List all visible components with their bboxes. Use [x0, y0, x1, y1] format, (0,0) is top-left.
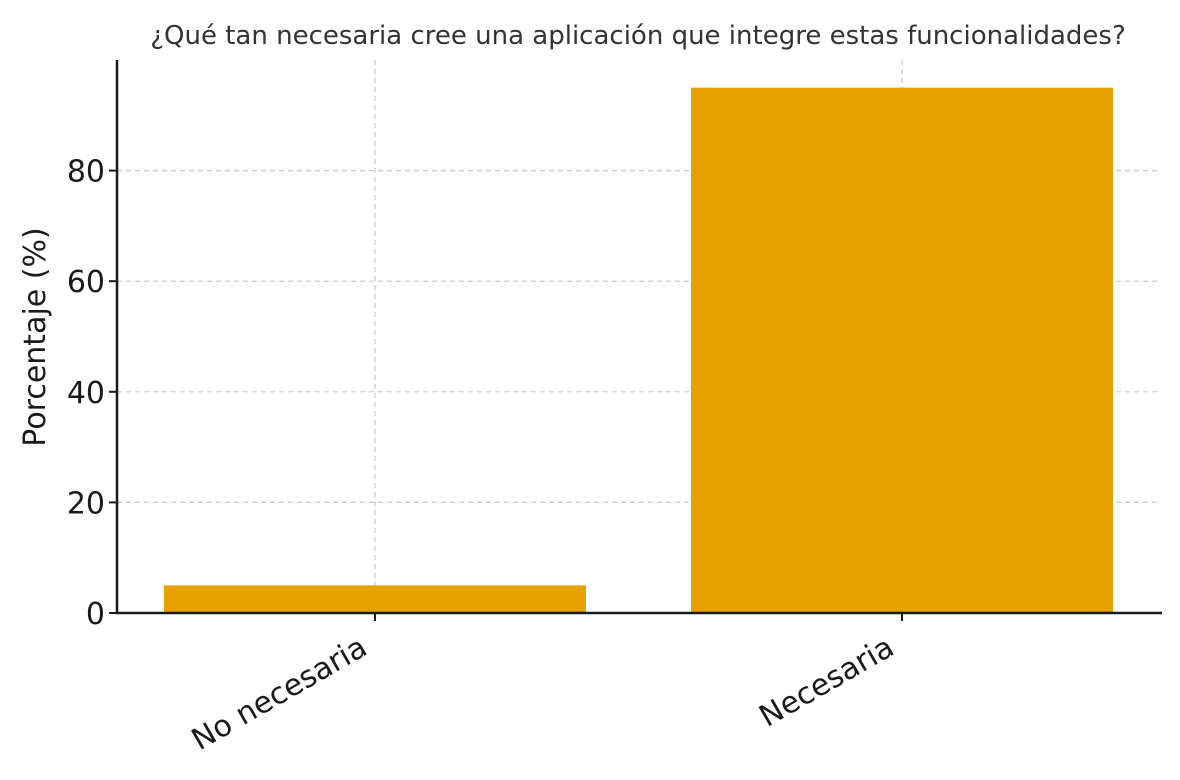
x-ticks: No necesaria Necesaria [186, 613, 903, 758]
axes-layer [115, 60, 1162, 615]
y-tick-label: 20 [67, 486, 105, 521]
y-ticks: 0 20 40 60 80 [67, 155, 117, 632]
bar-no-necesaria [164, 585, 586, 613]
bar-necesaria [691, 87, 1113, 613]
y-tick-label: 80 [67, 155, 105, 190]
bars-layer [164, 87, 1113, 613]
chart-title: ¿Qué tan necesaria cree una aplicación q… [150, 21, 1126, 51]
y-tick-label: 60 [67, 265, 105, 300]
y-axis-label: Porcentaje (%) [18, 227, 53, 446]
x-tick-label: No necesaria [186, 630, 373, 758]
y-tick-label: 0 [86, 597, 105, 632]
y-tick-label: 40 [67, 376, 105, 411]
x-tick-label: Necesaria [754, 630, 900, 735]
